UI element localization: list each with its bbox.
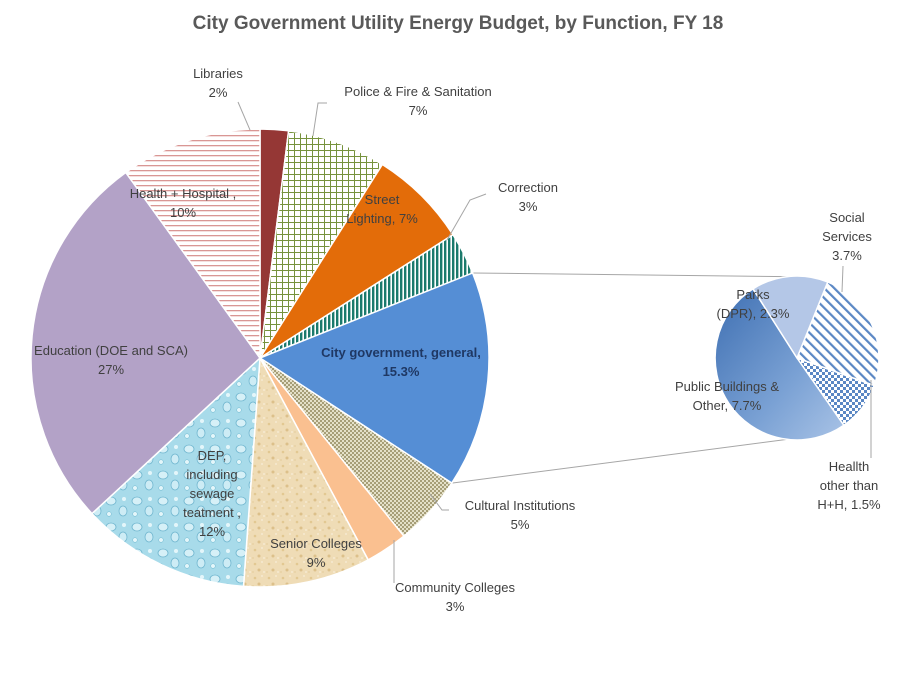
label-senior: Senior Colleges 9%: [270, 536, 362, 570]
label-citygov-line: City government, general,: [321, 345, 481, 360]
label-senior-line: 9%: [307, 555, 326, 570]
label-health2-line: other than: [820, 478, 879, 493]
leader-lines: [237, 101, 872, 583]
label-citygov: City government, general, 15.3%: [321, 345, 481, 379]
slice-citygov: [258, 271, 490, 485]
label-senior-line: Senior Colleges: [270, 536, 362, 551]
leader-social: [841, 265, 844, 293]
leader-libraries: [237, 101, 251, 131]
label-dep-line: 12%: [199, 524, 225, 539]
label-street-line: Street: [365, 192, 400, 207]
label-community-line: 3%: [446, 599, 465, 614]
main-pie: [30, 128, 490, 588]
label-health-line: 10%: [170, 205, 196, 220]
label-street: Street Lighting, 7%: [346, 192, 418, 226]
slice-dep: [90, 356, 261, 588]
connector-bottom: [451, 438, 788, 484]
label-police: Police & Fire & Sanitation 7%: [344, 84, 491, 118]
label-correction: Correction 3%: [498, 180, 558, 214]
label-public: Public Buildings & Other, 7.7%: [675, 379, 779, 413]
slice-labels: Libraries 2% Police & Fire & Sanitation 7% S…: [34, 66, 881, 614]
pie-connectors: [451, 272, 788, 484]
label-health2-line: H+H, 1.5%: [817, 497, 881, 512]
label-parks-line: (DPR), 2.3%: [717, 306, 790, 321]
chart-title: City Government Utility Energy Budget, b…: [193, 13, 724, 34]
label-cultural: Cultural Institutions 5%: [465, 498, 576, 532]
label-dep-line: including: [186, 467, 237, 482]
label-libraries-line: Libraries: [193, 66, 243, 81]
label-social: Social Services 3.7%: [822, 210, 872, 263]
label-parks: Parks (DPR), 2.3%: [717, 287, 790, 321]
secondary-pie: [714, 275, 880, 441]
leader-police: [312, 102, 327, 137]
leader-cultural: [429, 493, 449, 511]
label-health2-line: Heallth: [829, 459, 869, 474]
label-dep-line: DEP,: [198, 448, 227, 463]
label-street-line: Lighting, 7%: [346, 211, 418, 226]
label-citygov-line: 15.3%: [383, 364, 420, 379]
label-correction-line: 3%: [519, 199, 538, 214]
label-public-line: Public Buildings &: [675, 379, 779, 394]
label-education-line: 27%: [98, 362, 124, 377]
label-libraries: Libraries 2%: [193, 66, 243, 100]
label-parks-line: Parks: [736, 287, 770, 302]
label-public-line: Other, 7.7%: [693, 398, 762, 413]
label-cultural-line: Cultural Institutions: [465, 498, 576, 513]
label-dep: DEP, including sewage teatment , 12%: [183, 448, 241, 539]
label-education-line: Education (DOE and SCA): [34, 343, 188, 358]
label-community: Community Colleges 3%: [395, 580, 515, 614]
label-dep-line: teatment ,: [183, 505, 241, 520]
label-health2: Heallth other than H+H, 1.5%: [817, 459, 881, 512]
label-health: Health + Hospital , 10%: [130, 186, 237, 220]
label-social-line: 3.7%: [832, 248, 862, 263]
label-libraries-line: 2%: [209, 85, 228, 100]
label-social-line: Services: [822, 229, 872, 244]
label-health-line: Health + Hospital ,: [130, 186, 237, 201]
label-community-line: Community Colleges: [395, 580, 515, 595]
slice-education: [30, 171, 261, 515]
label-social-line: Social: [829, 210, 865, 225]
slice-parks: [751, 275, 829, 360]
label-education: Education (DOE and SCA) 27%: [34, 343, 188, 377]
label-police-line: Police & Fire & Sanitation: [344, 84, 491, 99]
label-cultural-line: 5%: [511, 517, 530, 532]
label-dep-line: sewage: [190, 486, 235, 501]
slice-senior: [242, 355, 370, 588]
leader-correction: [446, 193, 487, 241]
connector-top: [472, 272, 788, 278]
label-police-line: 7%: [409, 103, 428, 118]
slice-public: [714, 287, 845, 441]
slice-health: [124, 128, 261, 361]
label-correction-line: Correction: [498, 180, 558, 195]
